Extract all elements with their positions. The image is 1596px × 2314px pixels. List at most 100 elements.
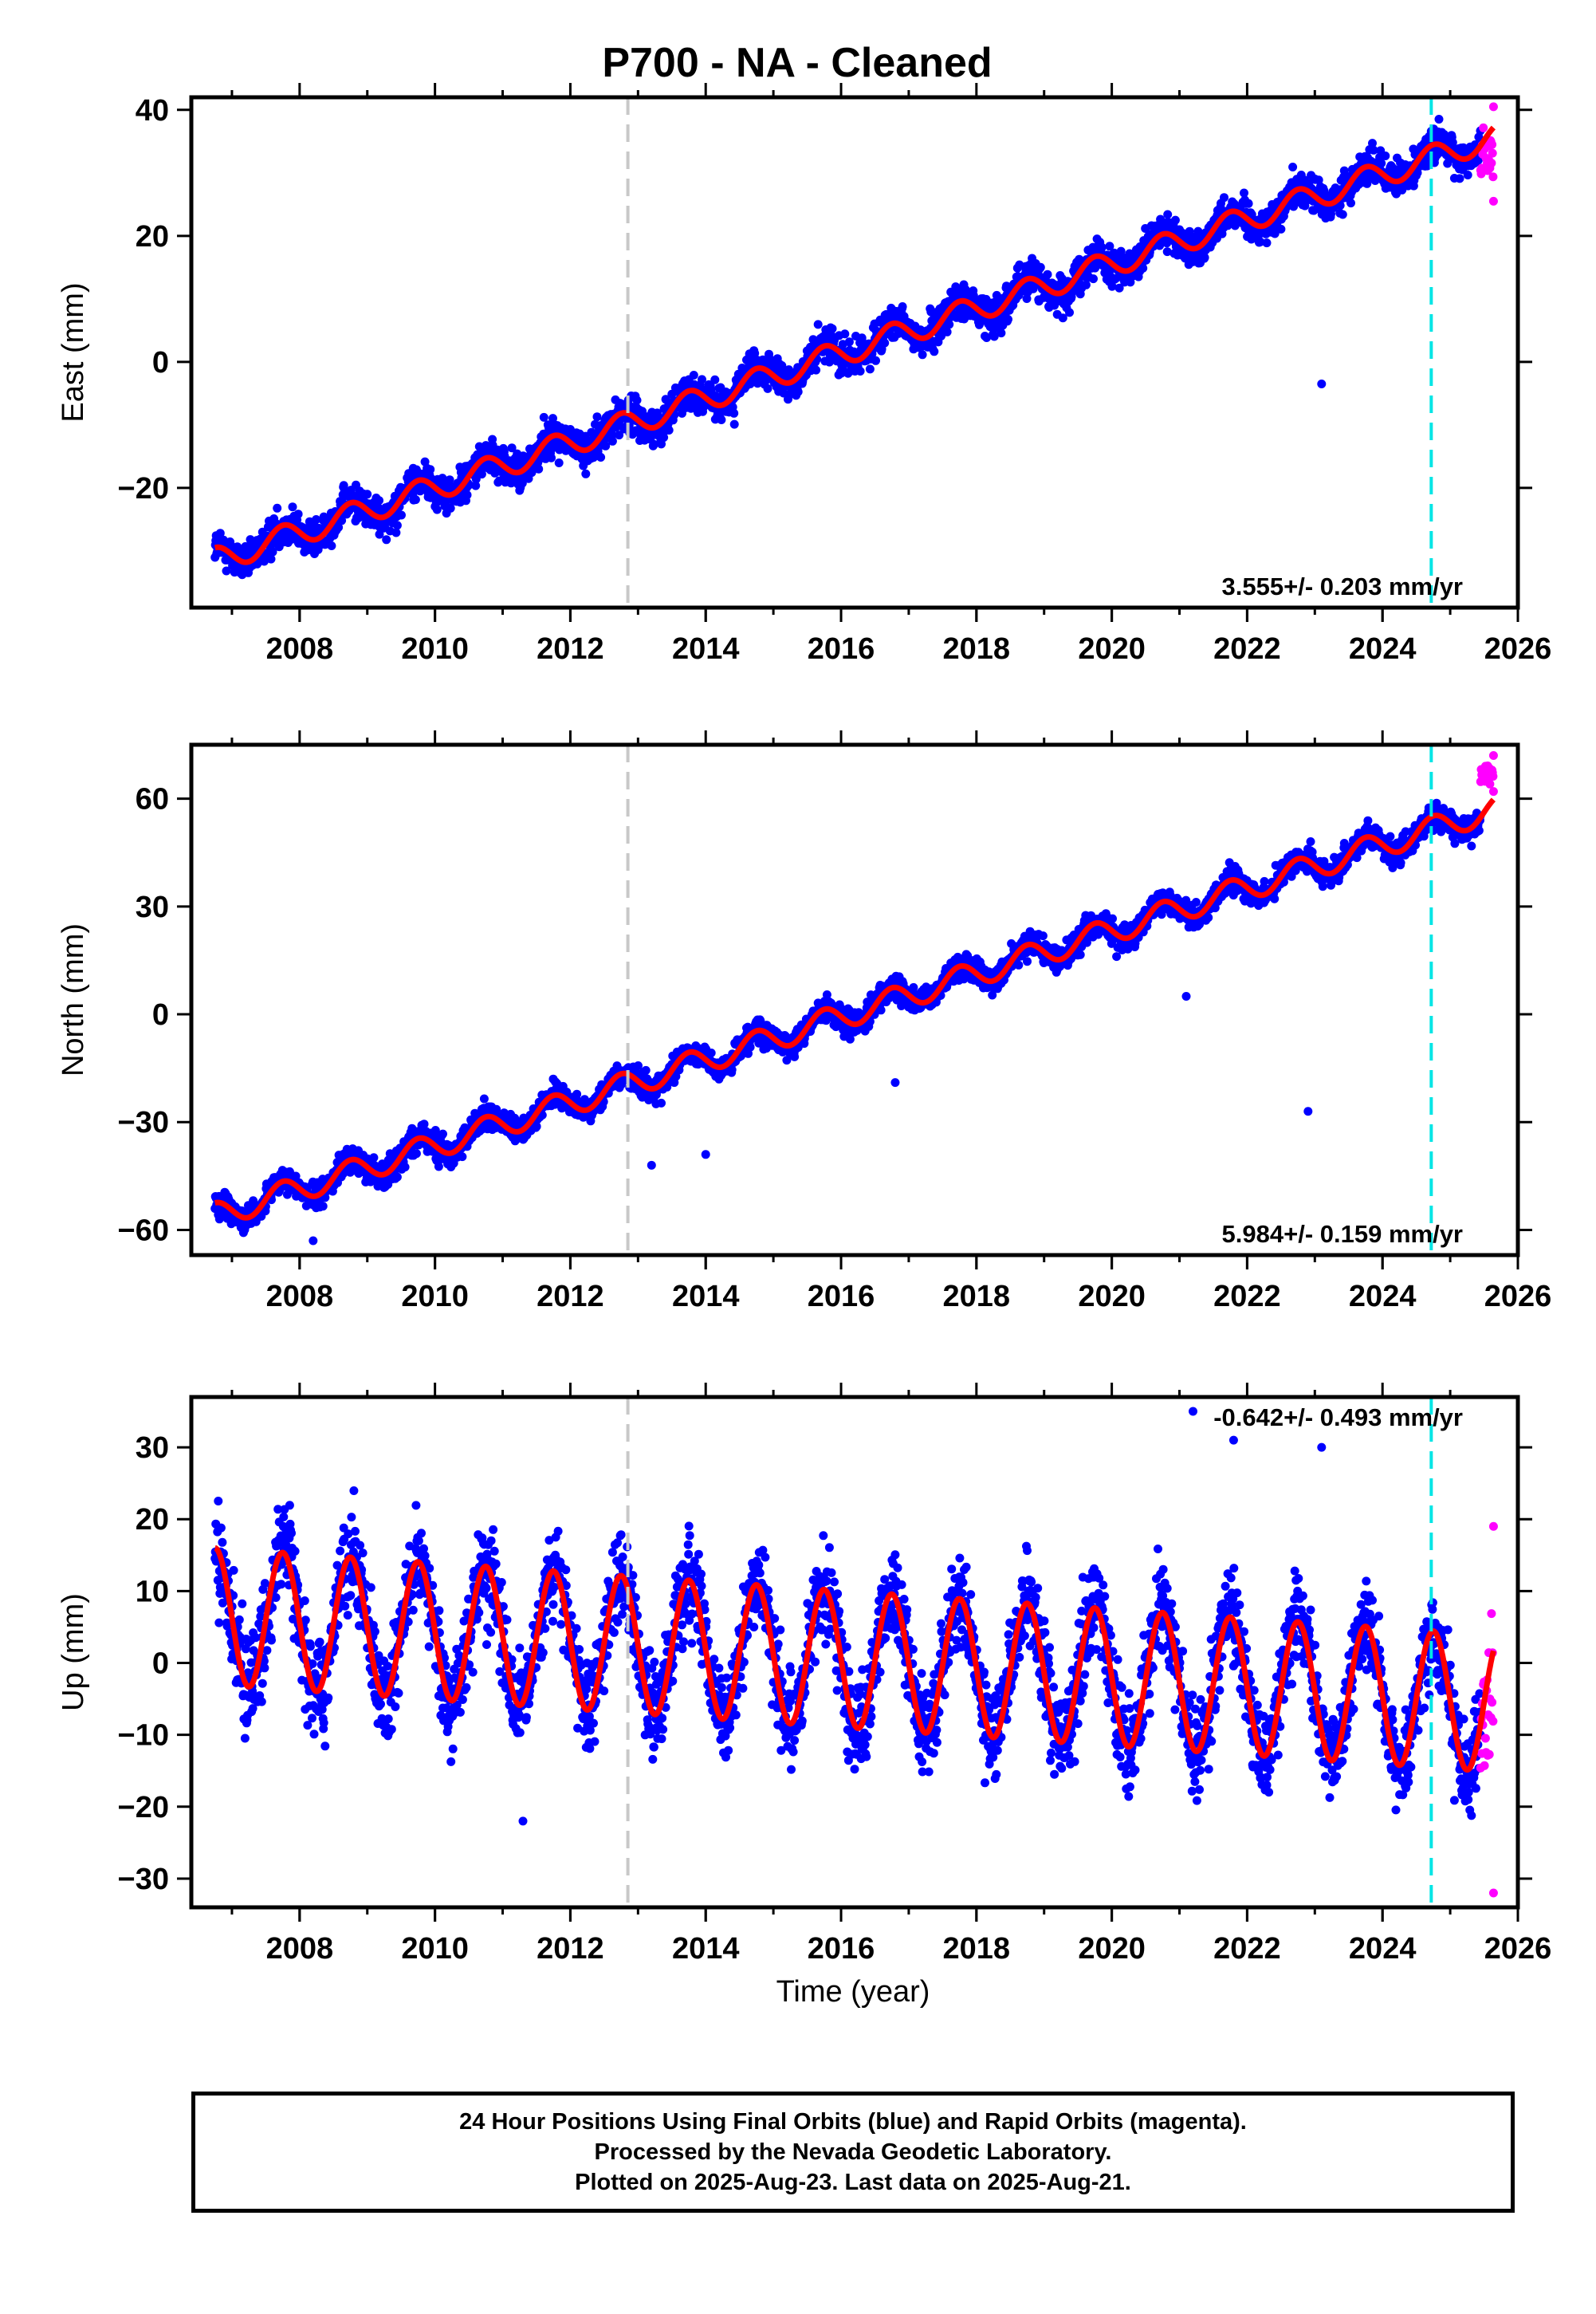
- x-tick-label: 2026: [1484, 632, 1552, 666]
- final-orbit-point: [784, 365, 793, 375]
- final-orbit-point: [812, 365, 821, 375]
- final-orbit-point: [1089, 274, 1098, 284]
- final-orbit-point: [753, 379, 762, 388]
- final-orbit-point: [1114, 283, 1124, 293]
- final-orbit-point: [1377, 159, 1386, 168]
- rapid-orbit-point: [1487, 159, 1496, 167]
- final-orbit-point: [632, 396, 642, 405]
- x-tick-label: 2024: [1349, 632, 1417, 666]
- final-orbit-point: [727, 1065, 737, 1075]
- rapid-orbit-point: [1488, 148, 1497, 158]
- x-tick-label: 2014: [672, 632, 740, 666]
- final-orbit-point: [1081, 280, 1091, 289]
- final-orbit-point: [215, 529, 225, 538]
- y-tick-label: 40: [136, 94, 169, 128]
- final-orbit-point: [327, 541, 336, 550]
- final-orbit-point: [458, 1152, 467, 1162]
- x-tick-label: 2022: [1213, 632, 1281, 666]
- final-orbit-point: [266, 554, 276, 564]
- final-orbit-point: [717, 415, 726, 424]
- final-orbit-point: [641, 1065, 651, 1075]
- x-tick-label: 2008: [266, 632, 334, 666]
- final-orbit-point: [1262, 238, 1272, 248]
- final-orbit-point: [534, 464, 544, 474]
- rapid-orbit-point: [1488, 102, 1498, 112]
- panels: 2008 2010 2012 2014 2016 2018 2020 2022 2024 2026…: [57, 83, 1551, 1966]
- final-orbit-point: [572, 1089, 582, 1099]
- final-orbit-point: [462, 490, 472, 500]
- final-orbit-point: [293, 510, 303, 519]
- final-orbit-points: [210, 115, 1485, 580]
- final-orbit-point: [318, 1202, 328, 1211]
- final-orbit-point: [268, 547, 277, 557]
- final-orbit-point: [392, 521, 402, 530]
- rapid-orbit-point: [1488, 140, 1497, 149]
- final-orbit-point: [411, 1149, 421, 1159]
- final-orbit-point: [581, 469, 591, 478]
- final-orbit-point: [1097, 242, 1107, 252]
- final-orbit-point: [1346, 199, 1355, 208]
- final-orbit-point: [222, 566, 231, 576]
- final-orbit-point: [438, 1129, 447, 1139]
- rapid-orbit-point: [1488, 196, 1498, 206]
- final-orbit-point: [607, 436, 617, 446]
- final-orbit-point: [710, 375, 720, 384]
- final-orbit-point: [1288, 163, 1298, 171]
- final-orbit-point: [426, 465, 435, 474]
- final-orbit-point: [382, 535, 391, 545]
- final-orbit-point: [411, 495, 420, 505]
- x-tick-label: 2012: [537, 632, 604, 666]
- final-orbit-point: [375, 496, 383, 506]
- final-orbit-point: [649, 439, 658, 449]
- final-orbit-point: [1036, 262, 1045, 272]
- final-orbit-point: [1091, 262, 1100, 272]
- final-orbit-point: [698, 375, 706, 384]
- rate-label: 3.555+/- 0.203 mm/yr: [1222, 573, 1463, 600]
- final-orbit-point: [446, 503, 455, 513]
- panel-2: 2008 2010 2012 2014 2016 2018 2020 2022 2024 2026…: [57, 730, 1551, 1313]
- final-orbit-point: [471, 481, 481, 490]
- final-orbit-point: [793, 387, 803, 396]
- final-orbit-point: [1240, 188, 1248, 198]
- final-orbit-point: [1455, 174, 1464, 183]
- final-orbit-point: [763, 384, 772, 393]
- final-orbit-point: [706, 1049, 716, 1057]
- final-orbit-point: [729, 408, 739, 418]
- final-orbit-point: [729, 419, 739, 429]
- y-tick-label: 20: [136, 220, 169, 254]
- rapid-orbit-points: [1476, 102, 1498, 206]
- final-orbit-point: [1463, 171, 1472, 179]
- x-tick-label: 2010: [401, 632, 469, 666]
- final-orbit-point: [813, 320, 823, 329]
- final-orbit-point: [827, 324, 837, 333]
- rapid-orbit-point: [1488, 172, 1498, 182]
- final-orbit-point: [547, 453, 556, 462]
- final-orbit-point: [615, 431, 624, 440]
- final-orbit-point: [601, 441, 611, 451]
- final-orbit-point: [375, 529, 384, 539]
- final-orbit-point: [539, 412, 548, 422]
- final-orbit-point: [745, 1042, 755, 1052]
- final-orbit-point: [1043, 270, 1052, 279]
- final-orbit-point: [1065, 308, 1074, 317]
- final-orbit-point: [664, 426, 674, 435]
- final-orbit-point: [1162, 247, 1172, 257]
- final-orbit-point: [554, 458, 564, 467]
- final-orbit-point: [945, 320, 954, 329]
- final-orbit-point: [334, 522, 344, 532]
- final-orbit-point: [607, 431, 617, 439]
- final-orbit-point: [880, 338, 890, 348]
- final-orbit-point: [400, 1163, 410, 1172]
- final-orbit-point: [477, 470, 486, 479]
- final-orbit-point: [840, 329, 850, 339]
- rapid-orbit-point: [1479, 123, 1488, 132]
- final-orbit-point: [942, 327, 952, 336]
- final-orbit-point: [1338, 210, 1347, 219]
- final-orbit-point: [865, 364, 875, 374]
- final-orbit-point: [918, 350, 927, 360]
- final-orbit-point: [1116, 246, 1126, 256]
- final-orbit-point: [898, 302, 907, 311]
- panel-1: 2008 2010 2012 2014 2016 2018 2020 2022 2024 2026…: [57, 83, 1551, 666]
- final-orbit-point: [1244, 199, 1253, 208]
